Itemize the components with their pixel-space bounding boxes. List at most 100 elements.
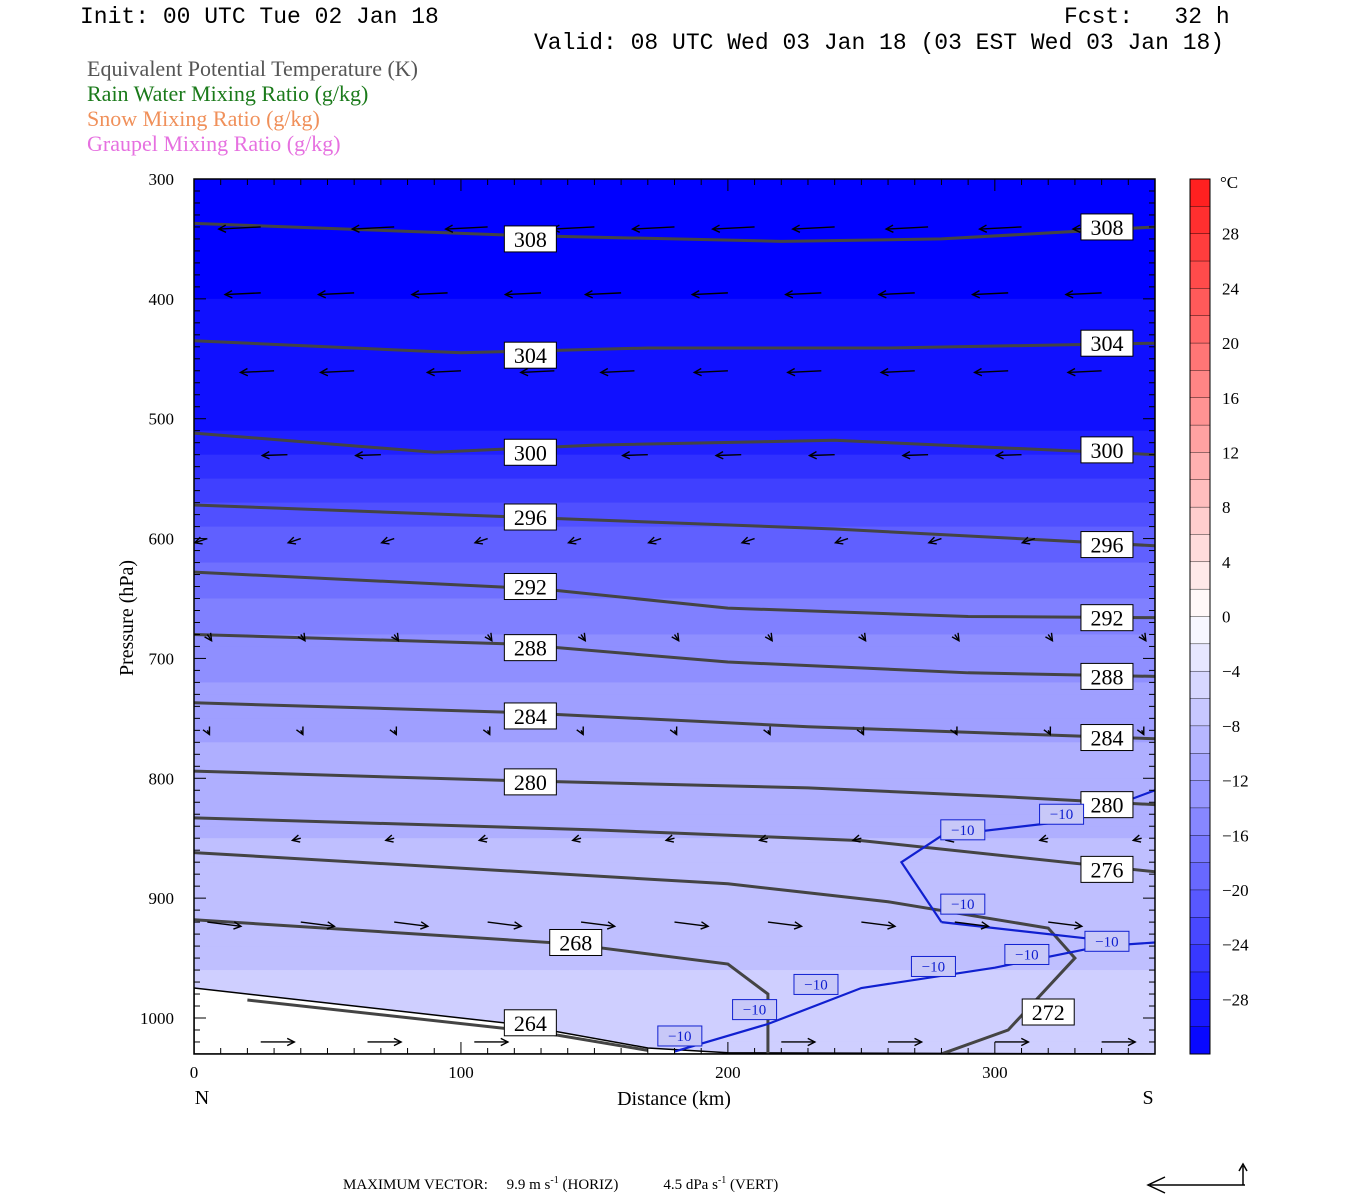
wind-vector-head bbox=[326, 921, 336, 930]
isotherm-label-box bbox=[940, 893, 986, 915]
colorbar-label: 24 bbox=[1222, 279, 1240, 298]
wind-vector-head bbox=[286, 536, 297, 545]
theta-e-label: 300 bbox=[1090, 438, 1123, 463]
colorbar-label: 28 bbox=[1222, 225, 1239, 244]
theta-e-label-box bbox=[1021, 998, 1075, 1026]
colorbar-label: 4 bbox=[1222, 553, 1231, 572]
temperature-band bbox=[194, 334, 1155, 348]
theta-e-label-box bbox=[1080, 329, 1134, 357]
theta-e-label-box bbox=[1080, 213, 1134, 241]
colorbar-bin bbox=[1189, 206, 1211, 235]
wind-vector-head bbox=[786, 367, 796, 377]
x-tick-label: 0 bbox=[190, 1063, 199, 1082]
wind-vector-head bbox=[927, 536, 937, 545]
theta-e-label: 292 bbox=[1090, 606, 1123, 631]
temperature-band bbox=[194, 982, 1155, 995]
wind-vector-head bbox=[669, 726, 678, 736]
temperature-band bbox=[194, 862, 1155, 875]
temperature-band bbox=[194, 382, 1155, 396]
colorbar-bin bbox=[1189, 917, 1211, 946]
footer-vert-exp: -1 bbox=[717, 1175, 727, 1186]
theta-e-label-box bbox=[503, 341, 557, 369]
theta-e-label: 284 bbox=[1090, 726, 1123, 751]
theta-e-label-box bbox=[1080, 604, 1134, 632]
colorbar-bin bbox=[1189, 588, 1211, 617]
temperature-band bbox=[194, 598, 1155, 611]
wind-vector-head bbox=[500, 1037, 510, 1047]
wind-vector bbox=[600, 370, 635, 374]
theta-e-label: 280 bbox=[514, 770, 547, 795]
wind-vector-head bbox=[391, 632, 400, 643]
wind-vector-head bbox=[994, 451, 1004, 460]
temperature-band bbox=[194, 250, 1155, 264]
wind-vector bbox=[355, 453, 381, 457]
wind-vector bbox=[974, 370, 1009, 374]
y-tick-label: 300 bbox=[149, 170, 175, 189]
wind-vector bbox=[879, 292, 915, 296]
wind-vector-head bbox=[350, 224, 360, 233]
temperature-band bbox=[194, 466, 1155, 480]
y-tick-label: 800 bbox=[149, 769, 175, 788]
wind-vector-head bbox=[763, 726, 771, 736]
wind-vector-head bbox=[851, 834, 861, 843]
wind-vector bbox=[622, 453, 648, 457]
temperature-band bbox=[194, 298, 1155, 312]
wind-vector-head bbox=[714, 451, 724, 460]
isotherm-label-box bbox=[1039, 803, 1085, 825]
theta-e-label-box bbox=[549, 928, 603, 956]
field-rain-water-label: Rain Water Mixing Ratio (g/kg) bbox=[87, 81, 369, 106]
y-tick-label: 600 bbox=[149, 530, 175, 549]
wind-vector-head bbox=[238, 367, 249, 377]
forecast-hour: Fcst: 32 h bbox=[1064, 4, 1230, 30]
footer-vert-value: 4.5 dPa s bbox=[663, 1177, 718, 1193]
wind-vector-head bbox=[1131, 834, 1142, 843]
colorbar-label: 20 bbox=[1222, 334, 1239, 353]
wind-vector-head bbox=[1138, 632, 1147, 643]
wind-vector-head bbox=[970, 289, 981, 299]
wind-vector-head bbox=[807, 1037, 817, 1047]
isotherm-label-box bbox=[1084, 930, 1130, 952]
temperature-band bbox=[194, 310, 1155, 324]
theta-e-contour-304 bbox=[194, 339, 1155, 355]
wind-vector bbox=[585, 292, 622, 296]
x-tick-label: 100 bbox=[448, 1063, 474, 1082]
temperature-band bbox=[194, 622, 1155, 635]
theta-e-label: 296 bbox=[514, 505, 547, 530]
wind-vector-head bbox=[473, 536, 484, 545]
y-tick-label: 500 bbox=[149, 410, 175, 429]
wind-vector-head bbox=[380, 536, 390, 545]
temperature-band bbox=[194, 190, 1155, 204]
temperature-band bbox=[194, 670, 1155, 683]
temperature-band bbox=[194, 934, 1155, 947]
temperature-band bbox=[194, 346, 1155, 360]
isotherm-label-box bbox=[732, 999, 778, 1021]
wind-vector bbox=[928, 537, 942, 544]
wind-vector-head bbox=[354, 451, 364, 460]
wind-vector bbox=[318, 292, 355, 296]
wind-vector bbox=[411, 292, 448, 296]
wind-vector bbox=[674, 921, 709, 928]
wind-vector-head bbox=[630, 224, 641, 233]
wind-vector bbox=[767, 921, 802, 928]
wind-vector-head bbox=[784, 289, 794, 299]
wind-vector bbox=[445, 226, 488, 230]
wind-vector-head bbox=[887, 921, 897, 930]
x-right-label: S bbox=[1142, 1087, 1153, 1109]
colorbar-label: −8 bbox=[1222, 717, 1240, 736]
colorbar-bin bbox=[1189, 397, 1211, 426]
wind-vector bbox=[1048, 921, 1082, 928]
colorbar-bin bbox=[1189, 424, 1211, 453]
theta-e-label: 284 bbox=[514, 704, 547, 729]
temperature-band bbox=[194, 538, 1155, 552]
wind-vector-head bbox=[791, 224, 801, 233]
theta-e-contour-308 bbox=[194, 221, 1155, 243]
theta-e-label-box bbox=[1080, 724, 1134, 752]
isotherm-label: −10 bbox=[804, 977, 827, 993]
wind-vector-head bbox=[217, 224, 227, 233]
wind-vector-head bbox=[1045, 632, 1054, 643]
colorbar-bin bbox=[1189, 780, 1211, 809]
wind-vector bbox=[1065, 292, 1102, 296]
colorbar-bin bbox=[1189, 342, 1211, 371]
theta-e-label-box bbox=[503, 573, 557, 601]
theta-e-label-box bbox=[1080, 436, 1134, 464]
